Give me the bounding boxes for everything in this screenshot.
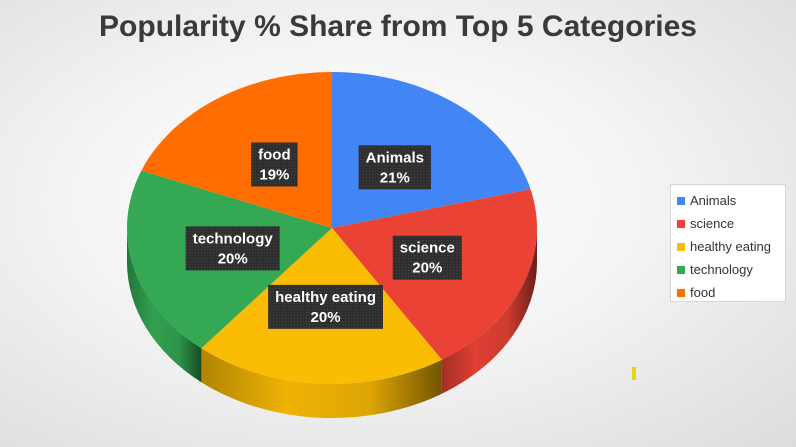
data-label-background — [251, 142, 298, 187]
data-label-technology: technology 20% — [185, 226, 280, 271]
data-label-value: 21% — [380, 169, 410, 186]
data-label-value: 19% — [259, 166, 289, 183]
legend-label: science — [690, 216, 735, 231]
slice-food[interactable] — [141, 72, 332, 228]
data-label-name: healthy eating — [275, 289, 376, 306]
data-label-animals: Animals 21% — [358, 145, 432, 190]
data-label-name: technology — [193, 230, 274, 247]
slice-side-shade-healthy-eating — [201, 348, 442, 419]
legend-swatch — [677, 219, 685, 228]
legend-label: Animals — [690, 193, 737, 208]
data-label-food: food 19% — [251, 142, 298, 187]
slice-side-shade-technology — [127, 228, 202, 383]
legend-item-healthy-eating[interactable]: healthy eating — [677, 235, 785, 258]
chart-legend: Animals science healthy eating technology fo… — [670, 184, 786, 302]
data-label-name: science — [400, 240, 455, 257]
legend-label: technology — [690, 262, 753, 277]
legend-item-technology[interactable]: technology — [677, 258, 785, 281]
data-label-value: 20% — [412, 260, 442, 277]
data-label-name: Animals — [366, 149, 424, 166]
legend-item-science[interactable]: science — [677, 212, 785, 235]
legend-swatch — [677, 242, 685, 251]
legend-swatch — [677, 196, 685, 205]
legend-item-food[interactable]: food — [677, 281, 785, 304]
legend-swatch — [677, 288, 685, 297]
data-label-background — [392, 235, 462, 280]
legend-swatch — [677, 265, 685, 274]
data-label-value: 20% — [218, 250, 248, 267]
legend-item-animals[interactable]: Animals — [677, 189, 785, 212]
legend-label: healthy eating — [690, 239, 771, 254]
data-label-healthy-eating: healthy eating 20% — [268, 284, 383, 329]
chart-title: Popularity % Share from Top 5 Categories — [99, 10, 697, 43]
slice-side-shade-science — [441, 228, 537, 394]
data-label-background — [268, 284, 383, 329]
data-label-value: 20% — [311, 309, 341, 326]
data-label-background — [358, 145, 432, 190]
data-label-name: food — [258, 146, 290, 163]
data-label-science: science 20% — [392, 235, 462, 280]
legend-label: food — [690, 285, 716, 300]
stray-mark — [632, 367, 636, 380]
data-label-background — [185, 226, 280, 271]
